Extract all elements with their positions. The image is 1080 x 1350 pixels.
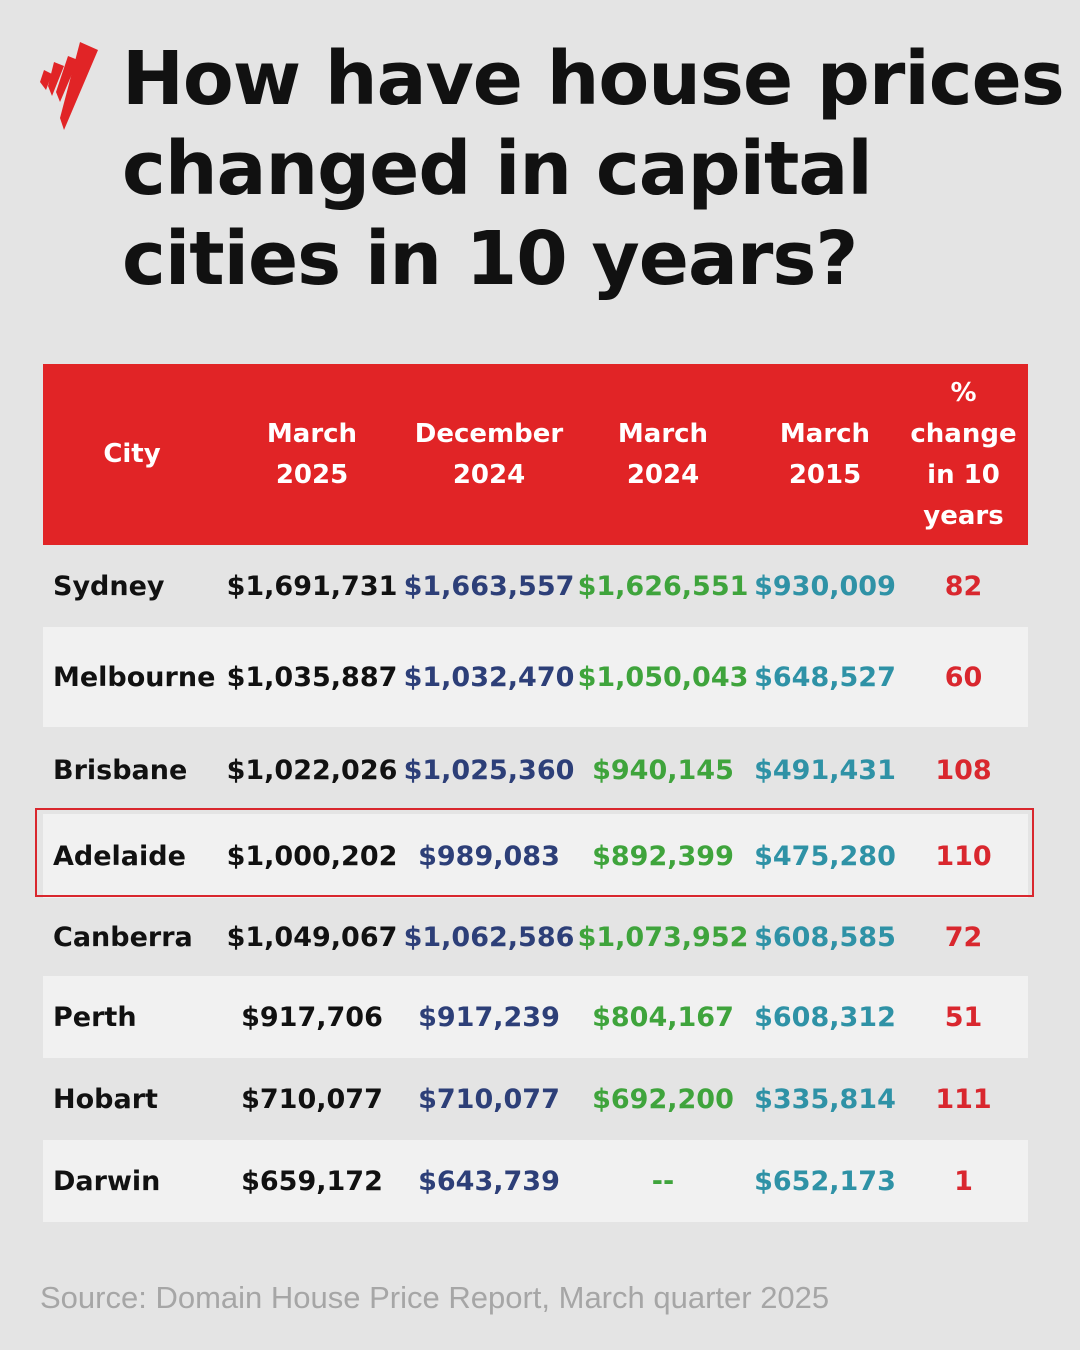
title-line: How have house prices (122, 36, 1065, 122)
column-header: December 2024 (403, 414, 575, 496)
table-cell: $643,739 (418, 1165, 560, 1197)
table-row: Darwin $659,172 $643,739 -- $652,173 1 (43, 1140, 1028, 1222)
table-cell: $804,167 (592, 1001, 734, 1033)
table-cell: $710,077 (241, 1083, 383, 1115)
column-header-line: March (617, 418, 709, 449)
table-cell: $1,691,731 (226, 570, 398, 602)
column-header-line: 2025 (275, 459, 349, 490)
table-cell: $892,399 (592, 840, 734, 872)
table-cell: 51 (944, 1001, 983, 1033)
page-title: How have house prices changed in capital… (122, 34, 1065, 304)
city-name: Canberra (53, 921, 193, 953)
highlight-box (35, 808, 1034, 897)
table-cell: $475,280 (754, 840, 896, 872)
table-cell: $1,000,202 (226, 840, 398, 872)
city-name: Sydney (53, 570, 165, 602)
table-row: Melbourne $1,035,887 $1,032,470 $1,050,043 $… (43, 627, 1028, 727)
column-header: % change in 10 years (899, 373, 1028, 537)
table-row: Brisbane $1,022,026 $1,025,360 $940,145 $491… (43, 727, 1028, 814)
table-cell: $1,050,043 (577, 661, 749, 693)
city-name: Perth (53, 1001, 137, 1033)
table-row: Adelaide $1,000,202 $989,083 $892,399 $475,2… (43, 814, 1028, 898)
table-row: Hobart $710,077 $710,077 $692,200 $335,814 11… (43, 1058, 1028, 1140)
table-cell: 111 (935, 1083, 992, 1115)
table-cell: 82 (944, 570, 983, 602)
column-header-line: 2024 (626, 459, 700, 490)
city-name: Darwin (53, 1165, 161, 1197)
table-cell: $1,626,551 (577, 570, 749, 602)
table-cell: $491,431 (754, 755, 896, 786)
table-header: City March 2025 December 2024 March 2024 March 2… (43, 364, 1028, 545)
column-header-line: 2015 (788, 459, 862, 490)
table-row: Canberra $1,049,067 $1,062,586 $1,073,952 $6… (43, 898, 1028, 976)
table-cell: $692,200 (592, 1083, 734, 1115)
table-cell: $1,663,557 (403, 570, 575, 602)
table-cell: 60 (944, 661, 983, 693)
source-note: Source: Domain House Price Report, March… (40, 1280, 830, 1315)
column-header-line: change (910, 418, 1017, 449)
sbs-logo-icon (40, 42, 98, 130)
title-line: changed in capital (122, 126, 873, 212)
table-cell: $917,239 (418, 1001, 560, 1033)
table-cell: $608,585 (754, 921, 896, 953)
city-name: Melbourne (53, 661, 216, 693)
table-cell: $659,172 (241, 1165, 383, 1197)
column-header: March 2024 (575, 414, 751, 496)
column-header-line: City (103, 439, 161, 469)
table-cell: $1,025,360 (403, 755, 575, 786)
table-cell: $1,032,470 (403, 661, 575, 693)
table-cell: $652,173 (754, 1165, 896, 1197)
table-cell: $989,083 (418, 840, 560, 872)
column-header: March 2025 (221, 414, 403, 496)
column-header: City (43, 434, 221, 475)
table-cell: $1,035,887 (226, 661, 398, 693)
table-cell: 72 (944, 921, 983, 953)
table-body: Sydney $1,691,731 $1,663,557 $1,626,551 $930… (43, 545, 1028, 1222)
table-cell: $930,009 (754, 570, 896, 602)
title-line: cities in 10 years? (122, 216, 858, 302)
table-cell: $648,527 (754, 661, 896, 693)
table-row: Perth $917,706 $917,239 $804,167 $608,312 51 (43, 976, 1028, 1058)
table-cell: $710,077 (418, 1083, 560, 1115)
table-cell: $335,814 (754, 1083, 896, 1115)
table-cell: $940,145 (592, 755, 734, 786)
table-cell: $1,049,067 (226, 921, 398, 953)
column-header-line: March (779, 418, 871, 449)
table-cell: -- (651, 1165, 675, 1197)
table-cell: $1,022,026 (226, 755, 398, 786)
table-cell: $608,312 (754, 1001, 896, 1033)
table-row: Sydney $1,691,731 $1,663,557 $1,626,551 $930… (43, 545, 1028, 627)
table-cell: 110 (935, 840, 992, 872)
column-header-line: December (414, 418, 564, 449)
table-cell: $1,073,952 (577, 921, 749, 953)
city-name: Brisbane (53, 755, 188, 786)
column-header-line: % (950, 377, 977, 408)
price-table: City March 2025 December 2024 March 2024 March 2… (43, 364, 1028, 1222)
table-cell: $1,062,586 (403, 921, 575, 953)
table-cell: 108 (935, 755, 992, 786)
city-name: Adelaide (53, 840, 186, 872)
column-header-line: 2024 (452, 459, 526, 490)
city-name: Hobart (53, 1083, 158, 1115)
column-header-line: years (923, 500, 1004, 531)
column-header-line: March (266, 418, 358, 449)
column-header: March 2015 (751, 414, 899, 496)
table-cell: 1 (954, 1165, 973, 1197)
column-header-line: in 10 (927, 459, 1000, 490)
table-cell: $917,706 (241, 1001, 383, 1033)
